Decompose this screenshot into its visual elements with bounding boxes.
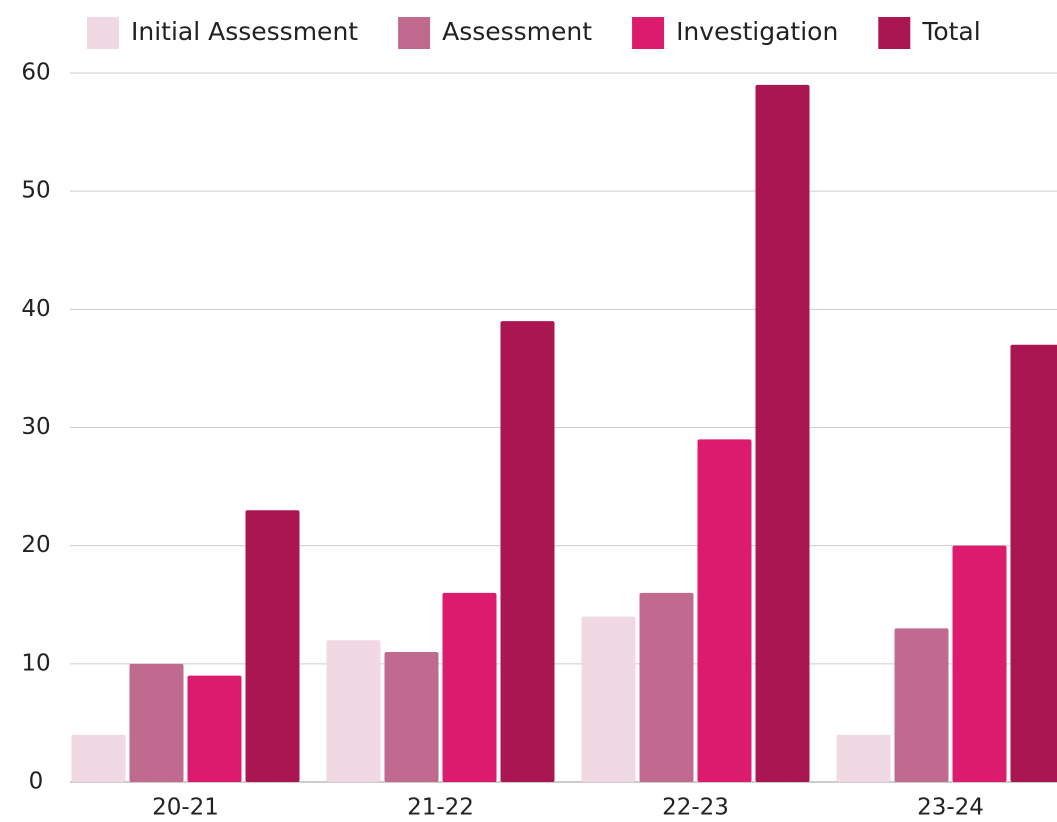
bar xyxy=(71,734,126,782)
legend-swatch xyxy=(87,17,119,49)
legend: Initial Assessment Assessment Investigatio… xyxy=(87,17,981,49)
x-tick-label: 23-24 xyxy=(917,795,984,821)
legend-label: Investigation xyxy=(676,17,838,46)
bar xyxy=(384,652,439,782)
bar xyxy=(581,616,636,782)
bar xyxy=(187,675,242,782)
y-tick-label: 0 xyxy=(29,769,44,795)
bar xyxy=(952,545,1007,782)
bar xyxy=(326,640,381,782)
y-tick-label: 10 xyxy=(21,650,50,676)
y-tick-label: 50 xyxy=(21,178,50,204)
bar xyxy=(697,439,752,782)
bar xyxy=(442,592,497,782)
x-tick-label: 22-23 xyxy=(662,795,729,821)
y-tick-label: 40 xyxy=(21,296,50,322)
legend-label: Assessment xyxy=(442,17,592,46)
bar xyxy=(1010,344,1057,782)
bar xyxy=(836,734,891,782)
bar xyxy=(894,628,949,782)
legend-swatch xyxy=(398,17,431,49)
legend-label: Total xyxy=(921,17,980,46)
bar xyxy=(755,84,810,783)
x-tick-label: 21-22 xyxy=(407,795,474,821)
legend-swatch xyxy=(878,17,911,49)
y-tick-label: 60 xyxy=(21,60,50,86)
plot-area xyxy=(70,72,1057,783)
bar xyxy=(129,663,184,782)
y-tick-label: 30 xyxy=(21,414,50,440)
bar xyxy=(639,592,694,782)
bar xyxy=(245,510,300,782)
y-tick-label: 20 xyxy=(21,532,50,558)
legend-swatch xyxy=(632,17,665,49)
legend-label: Initial Assessment xyxy=(131,17,358,46)
bar xyxy=(500,321,555,782)
x-tick-label: 20-21 xyxy=(152,795,219,821)
